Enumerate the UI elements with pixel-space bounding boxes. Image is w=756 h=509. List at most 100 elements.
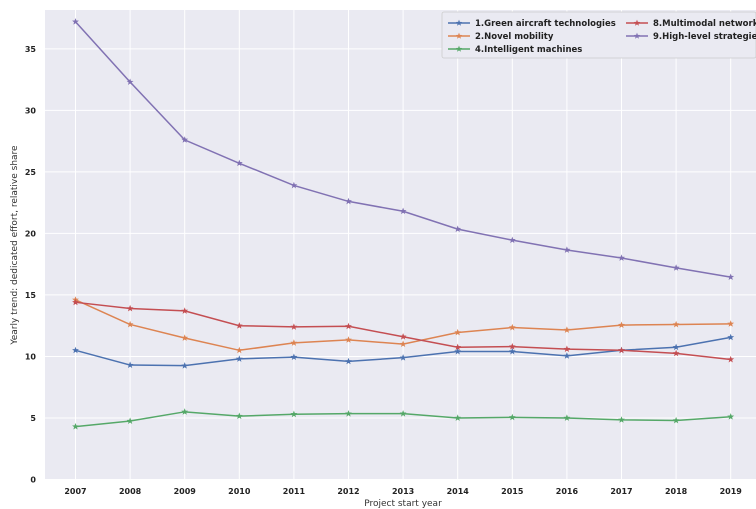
y-tick-label: 25 [25, 168, 37, 177]
y-tick-label: 5 [30, 414, 36, 423]
data-point-marker [672, 320, 680, 328]
series-multimodal-networks [72, 298, 735, 363]
data-point-marker [399, 340, 407, 348]
data-point-marker [672, 416, 680, 424]
data-point-marker [290, 353, 298, 360]
data-point-marker [290, 323, 298, 330]
legend-swatch-marker [455, 45, 463, 52]
data-point-marker [508, 236, 516, 244]
data-point-marker [290, 181, 298, 189]
data-point-marker [563, 246, 571, 253]
data-point-marker [235, 159, 243, 167]
x-tick-label: 2011 [283, 487, 306, 496]
legend-item: 1.Green aircraft technologies [448, 19, 616, 29]
data-point-marker [235, 355, 243, 362]
x-tick-label: 2012 [337, 487, 359, 496]
legend-swatch-marker [633, 32, 641, 39]
data-point-marker [72, 346, 79, 354]
data-point-marker [618, 321, 625, 328]
data-point-marker [235, 322, 243, 329]
y-tick-label: 0 [30, 476, 36, 485]
data-point-marker [672, 349, 680, 357]
data-point-marker [508, 347, 516, 355]
data-point-marker [727, 355, 735, 363]
legend-label: 1.Green aircraft technologies [475, 19, 616, 29]
y-tick-label: 10 [25, 352, 37, 361]
data-point-marker [181, 334, 189, 341]
legend-swatch-marker [455, 32, 463, 39]
data-point-marker [345, 322, 352, 330]
x-tick-label: 2015 [501, 487, 524, 496]
y-tick-label: 15 [25, 291, 37, 300]
x-tick-label: 2008 [119, 487, 142, 496]
legend-item: 9.High-level strategies [626, 32, 756, 42]
data-point-marker [235, 412, 243, 420]
data-point-marker [181, 136, 189, 143]
x-axis-ticks: 2007 2008 2009 2010 2011 2012 2013 2014 2015 2016… [64, 487, 742, 496]
legend-swatch-marker [455, 19, 463, 26]
y-tick-label: 30 [25, 106, 37, 115]
data-point-marker [126, 78, 134, 85]
data-point-marker [72, 422, 79, 430]
x-tick-label: 2007 [64, 487, 86, 496]
x-tick-label: 2018 [665, 487, 688, 496]
data-point-marker [454, 347, 462, 355]
legend-label: 2.Novel mobility [475, 32, 554, 42]
data-point-marker [181, 307, 189, 314]
data-point-marker [290, 410, 298, 418]
data-point-marker [454, 328, 462, 336]
data-point-marker [290, 339, 298, 346]
legend-item: 2.Novel mobility [448, 32, 554, 42]
data-point-marker [345, 357, 352, 365]
data-point-marker [727, 413, 735, 420]
data-point-marker [454, 225, 462, 233]
plot-background [45, 10, 756, 480]
data-point-marker [126, 304, 134, 312]
legend-label: 8.Multimodal networks [653, 19, 756, 29]
y-axis-label: Yearly trend: dedicated effort, relative… [10, 145, 20, 346]
y-tick-label: 35 [25, 45, 37, 54]
series-high-level-strategies [72, 18, 735, 280]
data-point-marker [508, 323, 516, 331]
data-point-marker [181, 408, 189, 415]
x-axis-label: Project start year [364, 499, 442, 509]
x-tick-label: 2010 [228, 487, 251, 496]
data-point-marker [235, 346, 243, 354]
grid-lines [45, 10, 756, 480]
y-tick-label: 20 [25, 229, 37, 238]
data-point-marker [618, 254, 625, 261]
series-lines [72, 18, 735, 430]
legend-item: 8.Multimodal networks [626, 19, 756, 29]
data-point-marker [727, 320, 735, 327]
legend: 1.Green aircraft technologies 2.Novel mob… [441, 11, 756, 59]
data-point-marker [563, 414, 571, 421]
data-point-marker [618, 416, 625, 423]
x-tick-label: 2009 [174, 487, 197, 496]
data-point-marker [727, 333, 735, 341]
x-tick-label: 2019 [720, 487, 743, 496]
data-point-marker [618, 346, 625, 354]
data-point-marker [672, 343, 680, 351]
data-point-marker [399, 333, 407, 340]
legend-box [441, 11, 756, 59]
data-point-marker [126, 320, 134, 328]
data-point-marker [563, 352, 571, 359]
x-tick-label: 2014 [447, 487, 470, 496]
data-point-marker [563, 326, 571, 333]
data-point-marker [399, 410, 407, 417]
x-tick-label: 2017 [610, 487, 632, 496]
data-point-marker [399, 354, 407, 361]
data-point-marker [126, 417, 134, 424]
data-point-marker [727, 273, 735, 280]
legend-swatch-marker [633, 19, 641, 26]
data-point-marker [72, 298, 79, 306]
y-axis-ticks: 0 5 10 15 20 25 30 35 [25, 45, 37, 485]
data-point-marker [181, 362, 189, 369]
x-tick-label: 2016 [556, 487, 579, 496]
series-intelligent-machines [72, 408, 735, 430]
legend-label: 9.High-level strategies [653, 32, 756, 42]
data-point-marker [345, 410, 352, 417]
data-point-marker [508, 413, 516, 421]
legend-item: 4.Intelligent machines [448, 45, 582, 55]
